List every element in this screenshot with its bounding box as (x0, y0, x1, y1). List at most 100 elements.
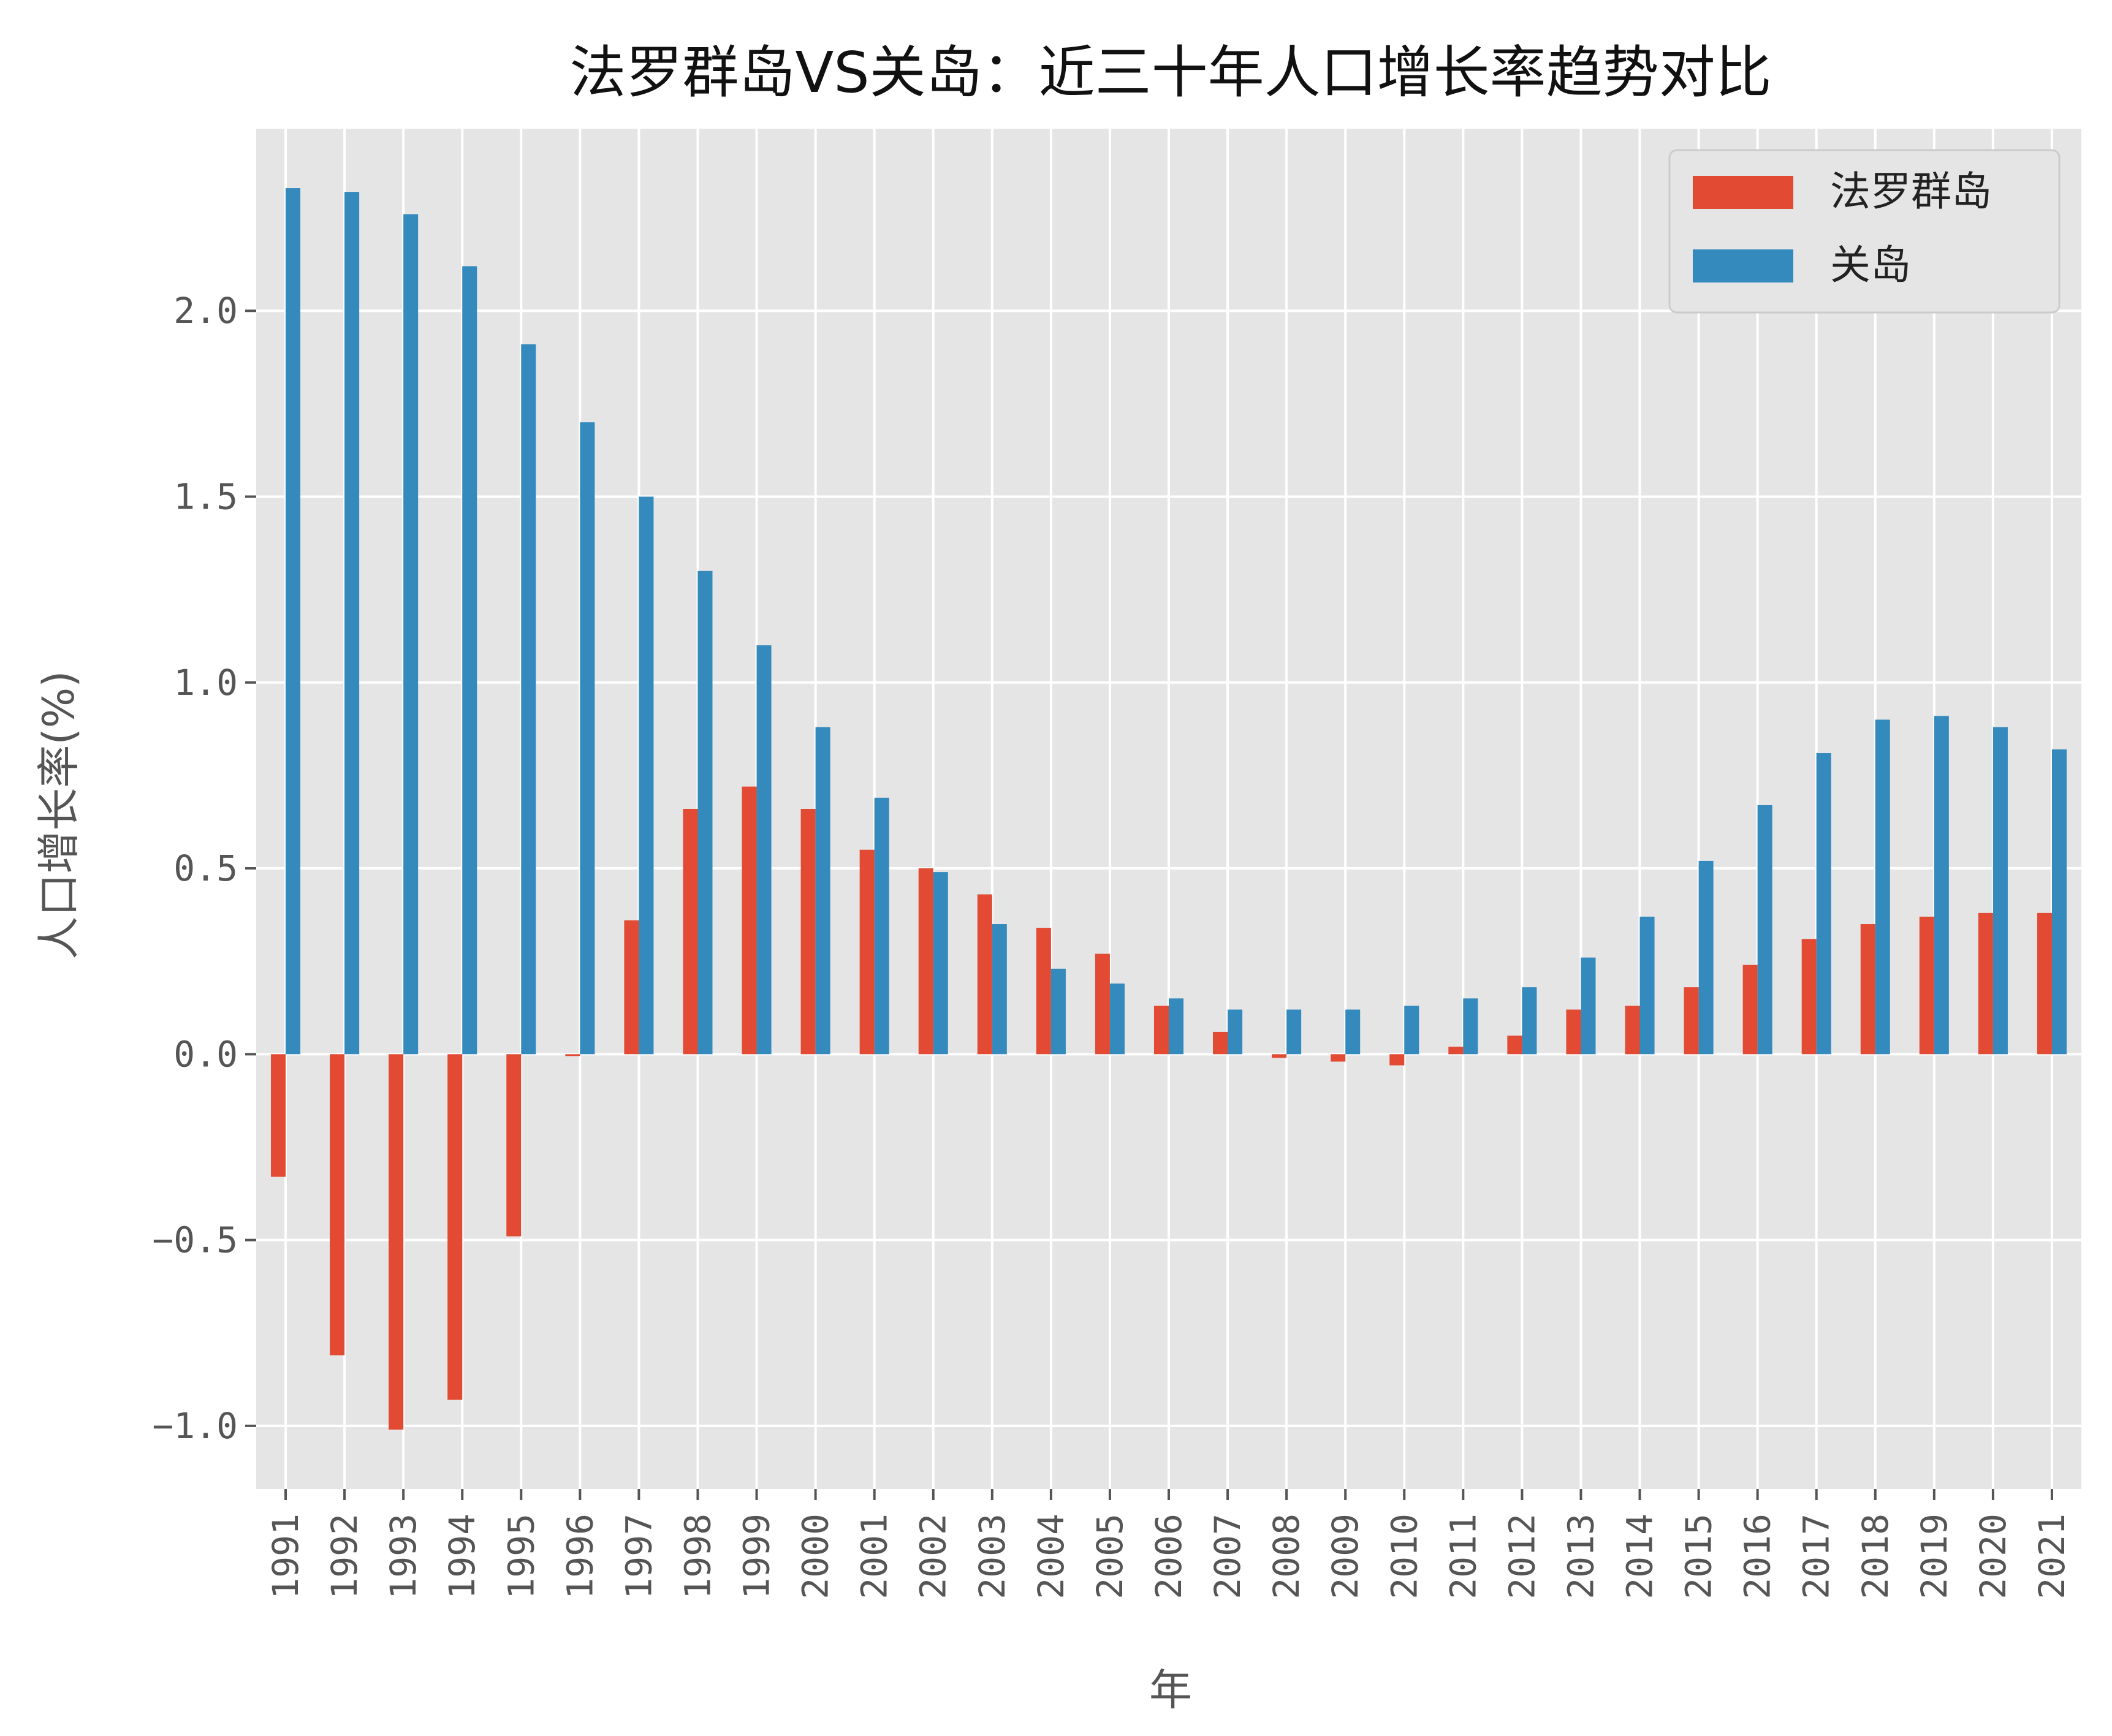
bar-series-2-2012 (1522, 987, 1537, 1055)
bar-series-1-2014 (1625, 1006, 1640, 1055)
bar-series-1-2011 (1448, 1047, 1464, 1055)
bar-series-1-2010 (1389, 1054, 1405, 1066)
x-tick-label: 2016 (1737, 1514, 1779, 1599)
bar-series-1-2008 (1272, 1054, 1287, 1058)
x-tick-label: 2002 (913, 1514, 954, 1599)
x-tick-label: 2015 (1678, 1514, 1720, 1599)
x-tick-label: 1992 (324, 1514, 365, 1599)
bar-series-2-2010 (1404, 1006, 1419, 1055)
bar-series-2-2019 (1934, 716, 1949, 1055)
x-tick-label: 1997 (618, 1514, 659, 1599)
bar-series-2-2016 (1757, 805, 1772, 1055)
x-tick-label: 2004 (1030, 1514, 1072, 1599)
bar-series-2-2002 (933, 872, 948, 1055)
y-tick-label: −1.0 (152, 1405, 238, 1447)
bar-series-2-1995 (521, 344, 536, 1055)
bar-series-2-2007 (1228, 1009, 1243, 1055)
x-tick-label: 2005 (1089, 1514, 1131, 1599)
bar-series-2-2015 (1698, 860, 1714, 1055)
bar-series-1-2004 (1036, 928, 1051, 1055)
y-tick-label: −0.5 (152, 1219, 238, 1261)
bar-series-2-2013 (1581, 957, 1596, 1055)
bar-series-2-1997 (639, 496, 654, 1055)
bar-series-2-1994 (462, 266, 477, 1055)
chart-title: 法罗群岛VS关岛：近三十年人口增长率趋势对比 (569, 40, 1771, 105)
bar-series-1-1995 (506, 1054, 522, 1237)
bar-series-1-1991 (271, 1054, 286, 1177)
x-tick-label: 2021 (2031, 1514, 2073, 1599)
bar-series-2-2001 (874, 797, 889, 1055)
x-tick-label: 1998 (677, 1514, 718, 1599)
bar-series-2-2006 (1169, 998, 1184, 1055)
bar-series-1-1997 (624, 920, 639, 1055)
bar-series-1-2013 (1566, 1009, 1581, 1055)
bar-series-1-2019 (1919, 916, 1934, 1055)
bar-series-2-2005 (1109, 984, 1125, 1055)
x-tick-label: 1995 (500, 1514, 542, 1599)
x-tick-label: 2014 (1619, 1514, 1661, 1599)
bar-series-1-2003 (977, 894, 992, 1055)
bar-series-1-2015 (1684, 987, 1699, 1055)
x-axis-label: 年 (1149, 1665, 1192, 1715)
bar-series-1-1992 (330, 1054, 345, 1355)
legend-label: 法罗群岛 (1830, 168, 1992, 215)
x-tick-label: 1999 (736, 1514, 778, 1599)
x-tick-label: 2018 (1855, 1514, 1896, 1599)
bar-series-1-1998 (683, 809, 698, 1055)
bar-series-2-1996 (580, 422, 595, 1055)
x-tick-label: 1991 (265, 1514, 306, 1599)
bar-series-1-2012 (1507, 1036, 1522, 1055)
x-tick-label: 2011 (1442, 1514, 1484, 1599)
bar-series-2-2020 (1992, 727, 2008, 1055)
bar-series-2-2003 (992, 924, 1007, 1055)
bar-series-1-2017 (1801, 939, 1817, 1055)
bar-series-2-2011 (1463, 998, 1478, 1055)
bar-series-2-1998 (697, 570, 713, 1055)
bar-series-1-1996 (565, 1054, 580, 1056)
bar-series-1-2018 (1860, 924, 1875, 1055)
y-tick-label: 1.0 (173, 662, 238, 703)
x-tick-label: 2012 (1501, 1514, 1543, 1599)
bar-series-2-2009 (1345, 1009, 1361, 1055)
x-tick-label: 1996 (559, 1514, 601, 1599)
bar-series-2-2018 (1875, 719, 1890, 1055)
x-tick-label: 2000 (795, 1514, 837, 1599)
x-tick-label: 2013 (1560, 1514, 1601, 1599)
x-tick-label: 1994 (441, 1514, 483, 1599)
bar-series-1-2009 (1331, 1054, 1346, 1062)
legend-label: 关岛 (1830, 241, 1911, 289)
bar-series-1-2020 (1978, 912, 1993, 1055)
legend-swatch (1693, 249, 1793, 282)
bar-series-1-2005 (1095, 953, 1110, 1055)
y-tick-label: 2.0 (173, 290, 238, 332)
bar-series-1-2002 (918, 868, 933, 1055)
bar-series-2-2014 (1639, 916, 1655, 1055)
bar-series-2-1999 (756, 645, 772, 1055)
bar-series-2-1991 (286, 188, 301, 1055)
x-tick-label: 2003 (971, 1514, 1013, 1599)
legend-swatch (1693, 176, 1793, 209)
bar-series-1-1999 (742, 786, 757, 1055)
bar-series-1-1994 (447, 1054, 463, 1400)
x-tick-label: 2008 (1266, 1514, 1307, 1599)
x-tick-label: 2020 (1972, 1514, 2014, 1599)
x-tick-label: 2009 (1324, 1514, 1366, 1599)
bar-series-1-1993 (389, 1054, 404, 1430)
bar-series-1-2016 (1742, 965, 1758, 1055)
bar-series-2-2004 (1050, 968, 1066, 1055)
x-tick-label: 2006 (1148, 1514, 1190, 1599)
y-tick-label: 0.0 (173, 1033, 238, 1075)
x-tick-label: 1993 (382, 1514, 424, 1599)
x-tick-label: 2010 (1383, 1514, 1425, 1599)
x-tick-label: 2001 (854, 1514, 895, 1599)
bar-series-1-2007 (1213, 1031, 1228, 1055)
bar-series-2-1993 (403, 214, 419, 1055)
bar-series-2-2008 (1286, 1009, 1302, 1055)
x-tick-label: 2007 (1207, 1514, 1248, 1599)
bar-series-2-2021 (2051, 749, 2067, 1055)
bar-series-2-1992 (344, 192, 360, 1055)
y-axis-label: 人口增长率(%) (34, 670, 84, 959)
